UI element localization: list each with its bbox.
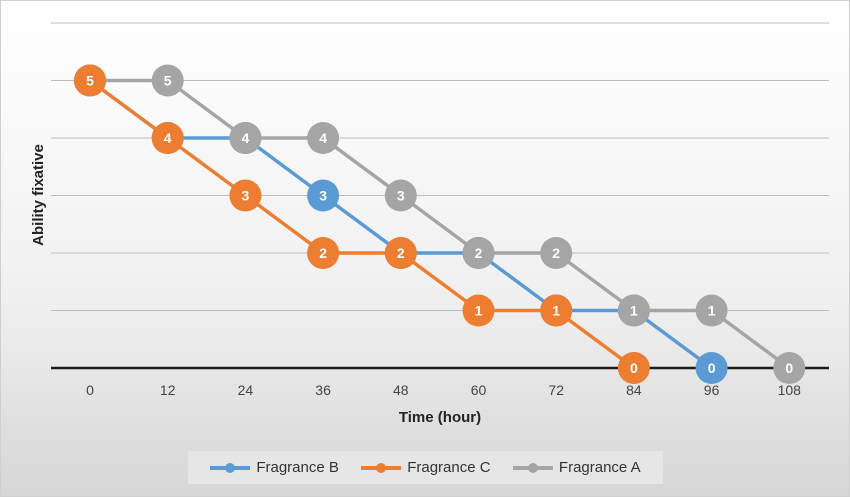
data-label: 2 — [397, 245, 405, 261]
data-label: 5 — [86, 73, 94, 89]
x-tick-label: 36 — [315, 382, 331, 398]
series-fragrance-a: 5 5 4 4 3 2 2 1 1 0 — [74, 64, 806, 384]
x-tick-label: 48 — [393, 382, 409, 398]
data-label: 4 — [242, 130, 250, 146]
y-axis-title: Ability fixative — [30, 144, 47, 246]
legend-item: Fragrance B — [210, 459, 339, 476]
data-label: 4 — [164, 130, 172, 146]
series-fragrance-c: 5 4 3 2 2 1 1 0 — [74, 64, 650, 384]
data-label: 1 — [552, 303, 560, 319]
legend-swatch — [361, 462, 402, 473]
data-point — [229, 179, 262, 212]
data-point — [307, 122, 340, 154]
data-point — [462, 237, 495, 269]
data-point — [773, 352, 806, 384]
data-label: 1 — [630, 303, 638, 319]
legend-item: Fragrance A — [512, 459, 641, 476]
data-point — [617, 294, 650, 327]
series-line — [90, 78, 791, 370]
data-label: 5 — [164, 73, 172, 89]
data-point — [462, 294, 495, 327]
data-point — [307, 237, 340, 269]
data-point — [384, 179, 417, 212]
data-label: 2 — [475, 245, 483, 261]
legend-label: Fragrance A — [558, 459, 641, 476]
data-label: 2 — [319, 245, 327, 261]
data-label: 0 — [785, 360, 793, 376]
data-label: 3 — [242, 188, 250, 204]
data-point — [74, 64, 106, 97]
data-point — [695, 352, 728, 384]
data-label: 1 — [708, 303, 716, 319]
x-tick-label: 96 — [704, 382, 720, 398]
data-label: 4 — [319, 130, 327, 146]
x-tick-label: 24 — [238, 382, 254, 398]
data-label: 0 — [708, 360, 716, 376]
legend-swatch — [512, 462, 553, 473]
x-tick-label: 84 — [626, 382, 642, 398]
data-label: 0 — [630, 360, 638, 376]
data-point — [540, 294, 573, 327]
data-label: 1 — [475, 303, 483, 319]
data-point — [151, 64, 184, 97]
data-point — [540, 237, 573, 269]
data-point — [695, 294, 728, 327]
data-point — [307, 179, 340, 212]
series-fragrance-b: 5 4 4 3 2 2 1 1 0 — [74, 64, 728, 384]
x-tick-label: 12 — [160, 382, 176, 398]
x-tick-label: 72 — [548, 382, 564, 398]
data-point — [617, 352, 650, 384]
legend: Fragrance B Fragrance C Fragrance A — [188, 451, 663, 484]
legend-swatch — [210, 462, 251, 473]
x-axis-title: Time (hour) — [399, 409, 481, 426]
legend-item: Fragrance C — [361, 459, 491, 476]
legend-label: Fragrance B — [256, 459, 339, 476]
data-point — [151, 122, 184, 154]
data-label: 2 — [552, 245, 560, 261]
data-point — [384, 237, 417, 269]
x-tick-label: 108 — [778, 382, 802, 398]
data-point — [229, 122, 262, 154]
x-tick-label: 60 — [471, 382, 487, 398]
series-line — [88, 79, 713, 370]
data-label: 3 — [319, 188, 327, 204]
data-label: 3 — [397, 188, 405, 204]
x-tick-label: 0 — [86, 382, 94, 398]
legend-label: Fragrance C — [407, 459, 491, 476]
